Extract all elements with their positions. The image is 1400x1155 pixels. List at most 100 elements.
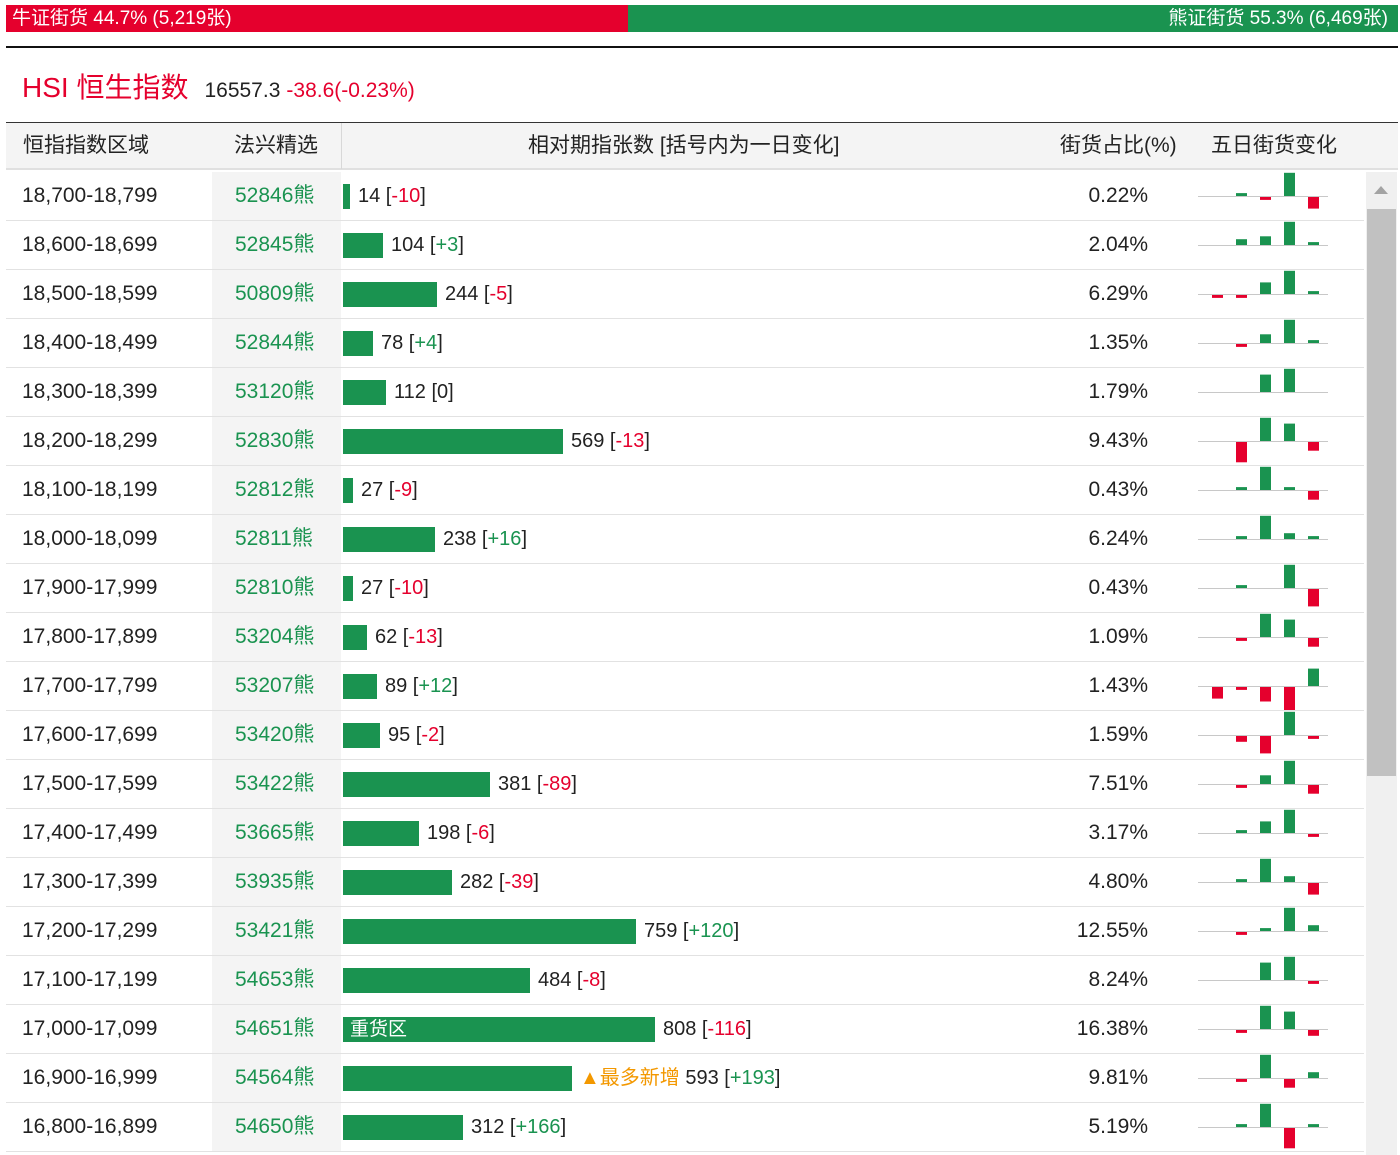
scrollbar[interactable] <box>1366 172 1397 1155</box>
pick-warrant-link[interactable]: 53120熊 <box>235 380 315 403</box>
column-header-count: 相对期指张数 [括号内为一日变化] <box>528 134 840 157</box>
five-day-change-chart <box>1198 1054 1328 1088</box>
daily-change: +12 <box>418 675 453 697</box>
five-day-bar <box>1308 668 1319 686</box>
outstanding-share: 1.79% <box>1088 380 1148 403</box>
index-range: 17,500-17,599 <box>22 772 158 795</box>
count-bar <box>343 478 353 503</box>
table-row[interactable]: 17,100-17,199 54653熊 484 [-8] 8.24% <box>6 956 1364 1005</box>
count-value: 78 [+4] <box>381 332 443 354</box>
table-row[interactable]: 18,700-18,799 52846熊 14 [-10] 0.22% <box>6 172 1364 221</box>
divider <box>6 46 1398 48</box>
pick-warrant-link[interactable]: 53204熊 <box>235 625 315 648</box>
table-row[interactable]: 16,900-16,999 54564熊 ▲最多新增 593 [+193] 9.81% <box>6 1054 1364 1103</box>
count-number: 808 <box>663 1018 697 1040</box>
table-row[interactable]: 18,000-18,099 52811熊 238 [+16] 6.24% <box>6 515 1364 564</box>
pick-warrant-link[interactable]: 53207熊 <box>235 674 315 697</box>
bull-bear-split-bar: 牛证街货 44.7% (5,219张) 熊证街货 55.3% (6,469张) <box>6 5 1398 32</box>
count-bar <box>343 625 367 650</box>
daily-change: -13 <box>408 626 438 648</box>
pick-warrant-link[interactable]: 50809熊 <box>235 282 315 305</box>
table-row[interactable]: 18,100-18,199 52812熊 27 [-9] 0.43% <box>6 466 1364 515</box>
pick-warrant-link[interactable]: 52812熊 <box>235 478 315 501</box>
table-row[interactable]: 17,200-17,299 53421熊 759 [+120] 12.55% <box>6 907 1364 956</box>
pick-cell: 54651熊 <box>212 1005 341 1053</box>
table-row[interactable]: 17,700-17,799 53207熊 89 [+12] 1.43% <box>6 662 1364 711</box>
count-bar-cell: 112 [0] <box>342 368 1042 416</box>
count-bar <box>343 184 350 209</box>
table-row[interactable]: 17,900-17,999 52810熊 27 [-10] 0.43% <box>6 564 1364 613</box>
daily-change: -10 <box>394 577 424 599</box>
pick-warrant-link[interactable]: 52810熊 <box>235 576 315 599</box>
outstanding-share: 16.38% <box>1076 1017 1148 1040</box>
five-day-bar <box>1308 242 1319 245</box>
pick-warrant-link[interactable]: 53422熊 <box>235 772 315 795</box>
table-row[interactable]: 17,600-17,699 53420熊 95 [-2] 1.59% <box>6 711 1364 760</box>
count-number: 14 <box>358 185 381 207</box>
five-day-bar <box>1236 295 1247 298</box>
scroll-thumb[interactable] <box>1367 209 1396 776</box>
table-row[interactable]: 16,800-16,899 54650熊 312 [+166] 5.19% <box>6 1103 1364 1152</box>
five-day-bar <box>1260 1054 1271 1078</box>
five-day-change-chart <box>1198 368 1328 393</box>
index-range: 18,100-18,199 <box>22 478 158 501</box>
pick-warrant-link[interactable]: 52811熊 <box>235 527 313 550</box>
count-bar <box>343 233 383 258</box>
count-value: 238 [+16] <box>443 528 527 550</box>
outstanding-share: 12.55% <box>1076 919 1148 942</box>
pick-warrant-link[interactable]: 54650熊 <box>235 1115 315 1138</box>
pick-cell: 54650熊 <box>212 1103 341 1151</box>
five-day-bar <box>1236 536 1247 539</box>
index-range: 17,900-17,999 <box>22 576 158 599</box>
table-row[interactable]: 17,400-17,499 53665熊 198 [-6] 3.17% <box>6 809 1364 858</box>
table-row[interactable]: 18,300-18,399 53120熊 112 [0] 1.79% <box>6 368 1364 417</box>
pick-warrant-link[interactable]: 54564熊 <box>235 1066 315 1089</box>
pick-cell: 53420熊 <box>212 711 341 759</box>
count-bar <box>343 1115 463 1140</box>
count-value: 244 [-5] <box>445 283 513 305</box>
count-bar <box>343 576 353 601</box>
table-row[interactable]: 18,400-18,499 52844熊 78 [+4] 1.35% <box>6 319 1364 368</box>
pick-warrant-link[interactable]: 54651熊 <box>235 1017 315 1040</box>
five-day-bar <box>1284 487 1295 490</box>
bull-share-label: 牛证街货 44.7% (5,219张) <box>12 8 232 29</box>
count-value: 569 [-13] <box>571 430 650 452</box>
count-value: 104 [+3] <box>391 234 464 256</box>
pick-cell: 52845熊 <box>212 221 341 269</box>
table-row[interactable]: 17,000-17,099 54651熊 重货区 808 [-116] 16.38% <box>6 1005 1364 1054</box>
count-number: 27 <box>361 577 384 599</box>
five-day-bar <box>1236 785 1247 788</box>
count-bar <box>343 380 386 405</box>
table-row[interactable]: 18,200-18,299 52830熊 569 [-13] 9.43% <box>6 417 1364 466</box>
pick-warrant-link[interactable]: 52846熊 <box>235 184 315 207</box>
outstanding-share: 9.43% <box>1088 429 1148 452</box>
pick-warrant-link[interactable]: 52830熊 <box>235 429 315 452</box>
pick-warrant-link[interactable]: 52844熊 <box>235 331 315 354</box>
pick-warrant-link[interactable]: 53935熊 <box>235 870 315 893</box>
pick-warrant-link[interactable]: 54653熊 <box>235 968 315 991</box>
table-row[interactable]: 17,800-17,899 53204熊 62 [-13] 1.09% <box>6 613 1364 662</box>
table-row[interactable]: 18,600-18,699 52845熊 104 [+3] 2.04% <box>6 221 1364 270</box>
five-day-bar <box>1236 1079 1247 1082</box>
count-bar-cell: 244 [-5] <box>342 270 1042 318</box>
pick-warrant-link[interactable]: 53665熊 <box>235 821 315 844</box>
five-day-bar <box>1284 1079 1295 1088</box>
outstanding-share: 3.17% <box>1088 821 1148 844</box>
count-bar <box>343 870 452 895</box>
table-row[interactable]: 18,500-18,599 50809熊 244 [-5] 6.29% <box>6 270 1364 319</box>
count-value: 808 [-116] <box>663 1018 752 1040</box>
five-day-change-chart <box>1198 1103 1328 1149</box>
table-row[interactable]: 17,500-17,599 53422熊 381 [-89] 7.51% <box>6 760 1364 809</box>
pick-warrant-link[interactable]: 52845熊 <box>235 233 315 256</box>
table-row[interactable]: 17,300-17,399 53935熊 282 [-39] 4.80% <box>6 858 1364 907</box>
pick-warrant-link[interactable]: 53421熊 <box>235 919 315 942</box>
scroll-up-arrow-icon[interactable] <box>1374 186 1388 194</box>
pick-warrant-link[interactable]: 53420熊 <box>235 723 315 746</box>
daily-change: +4 <box>414 332 438 354</box>
count-value: 381 [-89] <box>498 773 577 795</box>
pick-cell: 53935熊 <box>212 858 341 906</box>
five-day-bar <box>1236 736 1247 742</box>
pick-cell: 52844熊 <box>212 319 341 367</box>
outstanding-share: 6.24% <box>1088 527 1148 550</box>
heavy-zone-tag: 重货区 <box>350 1019 408 1040</box>
